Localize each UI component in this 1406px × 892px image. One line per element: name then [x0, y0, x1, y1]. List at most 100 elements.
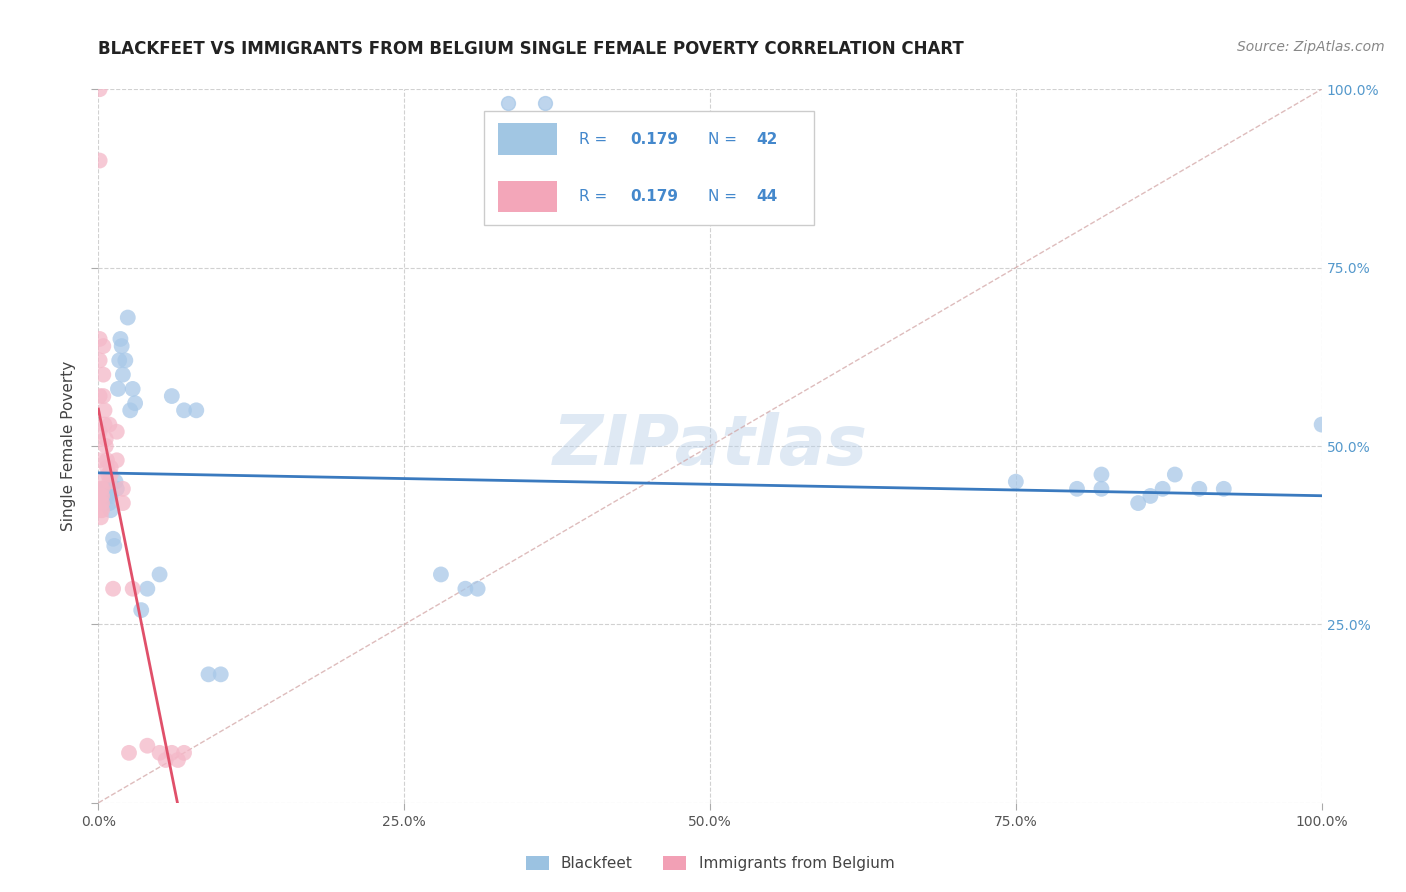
Point: [1310, 417, 1333, 432]
Legend: Blackfeet, Immigrants from Belgium: Blackfeet, Immigrants from Belgium: [520, 850, 900, 877]
Point: [1188, 482, 1211, 496]
Point: [136, 582, 159, 596]
Point: [124, 396, 146, 410]
Point: [1090, 482, 1112, 496]
Point: [90, 503, 112, 517]
Point: [90, 489, 112, 503]
Point: [91, 339, 114, 353]
Point: [101, 582, 124, 596]
Point: [1004, 475, 1026, 489]
Point: [454, 582, 477, 596]
Point: [90, 496, 112, 510]
Point: [117, 310, 139, 325]
Point: [1128, 496, 1150, 510]
Point: [1139, 489, 1161, 503]
FancyBboxPatch shape: [484, 111, 814, 225]
Point: [91, 368, 114, 382]
Point: [89, 389, 111, 403]
Point: [197, 667, 219, 681]
Point: [467, 582, 489, 596]
Point: [496, 96, 519, 111]
Point: [160, 389, 183, 403]
Point: [111, 496, 134, 510]
Point: [94, 439, 117, 453]
Point: [149, 567, 172, 582]
Point: [98, 475, 121, 489]
Point: [173, 746, 195, 760]
Point: [91, 489, 114, 503]
Point: [209, 667, 232, 681]
Point: [173, 403, 195, 417]
Point: [94, 432, 117, 446]
Point: [89, 332, 111, 346]
Point: [118, 746, 141, 760]
Point: [1212, 482, 1234, 496]
Text: R =: R =: [579, 132, 612, 146]
Point: [93, 482, 115, 496]
Point: [89, 153, 111, 168]
Point: [160, 746, 183, 760]
Point: [91, 496, 114, 510]
Text: R =: R =: [579, 189, 612, 203]
Point: [534, 96, 557, 111]
Text: 44: 44: [756, 189, 778, 203]
Text: Source: ZipAtlas.com: Source: ZipAtlas.com: [1237, 40, 1385, 54]
Point: [103, 539, 125, 553]
Point: [96, 453, 118, 467]
Point: [1090, 467, 1112, 482]
Text: N =: N =: [707, 132, 741, 146]
Point: [110, 332, 132, 346]
Point: [89, 82, 111, 96]
Point: [100, 460, 122, 475]
Point: [129, 603, 152, 617]
Point: [1066, 482, 1088, 496]
Point: [430, 567, 453, 582]
Point: [96, 460, 118, 475]
Point: [105, 482, 128, 496]
Text: 0.179: 0.179: [630, 132, 679, 146]
Point: [121, 582, 143, 596]
Point: [167, 753, 190, 767]
Point: [108, 353, 131, 368]
Text: 42: 42: [756, 132, 778, 146]
Point: [97, 467, 120, 482]
Point: [101, 532, 124, 546]
Point: [90, 475, 112, 489]
Point: [98, 496, 121, 510]
Point: [90, 482, 112, 496]
Point: [89, 353, 111, 368]
FancyBboxPatch shape: [498, 180, 557, 212]
Point: [186, 403, 208, 417]
Point: [93, 403, 115, 417]
Point: [100, 489, 122, 503]
Text: N =: N =: [707, 189, 741, 203]
Point: [149, 746, 172, 760]
Point: [104, 475, 127, 489]
Point: [120, 403, 142, 417]
Point: [93, 417, 115, 432]
Text: ZIPatlas: ZIPatlas: [553, 412, 868, 480]
Point: [107, 382, 129, 396]
Point: [98, 417, 121, 432]
Point: [100, 503, 122, 517]
Point: [155, 753, 177, 767]
FancyBboxPatch shape: [498, 123, 557, 155]
Point: [1152, 482, 1174, 496]
Point: [91, 503, 114, 517]
Point: [111, 482, 134, 496]
Y-axis label: Single Female Poverty: Single Female Poverty: [60, 361, 76, 531]
Point: [96, 489, 118, 503]
Point: [111, 368, 134, 382]
Point: [105, 425, 128, 439]
Point: [1164, 467, 1187, 482]
Point: [136, 739, 159, 753]
Point: [91, 389, 114, 403]
Text: 0.179: 0.179: [630, 189, 679, 203]
Point: [114, 353, 136, 368]
Point: [91, 482, 114, 496]
Point: [89, 453, 111, 467]
Point: [100, 467, 122, 482]
Point: [89, 425, 111, 439]
Text: BLACKFEET VS IMMIGRANTS FROM BELGIUM SINGLE FEMALE POVERTY CORRELATION CHART: BLACKFEET VS IMMIGRANTS FROM BELGIUM SIN…: [98, 40, 965, 58]
Point: [111, 339, 134, 353]
